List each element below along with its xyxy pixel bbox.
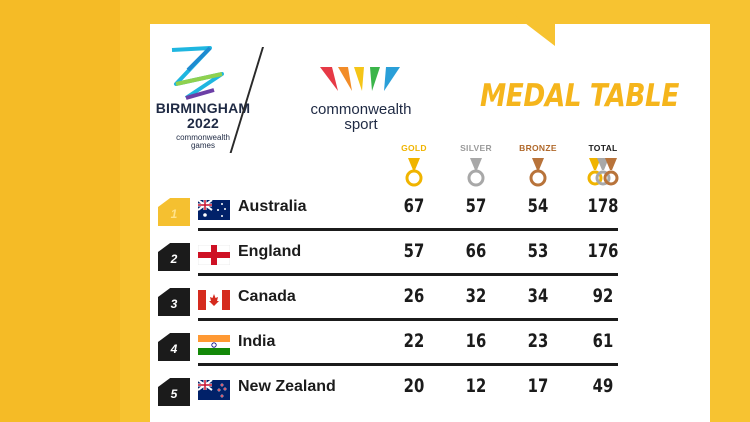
- country-name: Canada: [238, 288, 296, 305]
- table-row: 2 England 57 66 53 176: [158, 237, 618, 281]
- row-divider: [198, 363, 618, 366]
- silver-count: 12: [465, 375, 487, 397]
- rank-badge: 2: [158, 243, 190, 271]
- column-header-silver: SILVER: [460, 143, 492, 153]
- birmingham-logo-sub2: games: [190, 141, 215, 150]
- birmingham-logo-line1: BIRMINGHAM: [155, 100, 251, 116]
- column-header-gold: GOLD: [401, 143, 427, 153]
- birmingham-logo-subtext: commonwealth games: [155, 134, 251, 150]
- country-name: New Zealand: [238, 378, 336, 395]
- birmingham-logo-line2: 2022: [187, 115, 219, 131]
- silver-count: 32: [465, 285, 487, 307]
- canada-flag-icon: [198, 290, 230, 310]
- total-count: 178: [587, 195, 619, 217]
- bronze-count: 54: [527, 195, 549, 217]
- gold-count: 22: [403, 330, 425, 352]
- rank-number: 1: [170, 207, 178, 221]
- rank-number: 5: [170, 387, 178, 401]
- medal-table-title: MEDAL TABLE: [480, 78, 679, 114]
- column-header-bronze: BRONZE: [519, 143, 557, 153]
- silver-medal-icon: [467, 158, 485, 187]
- table-row: 4 India 22 16 23 61: [158, 327, 618, 371]
- gold-medal-icon: [405, 158, 423, 187]
- commonwealth-logo-line2: sport: [344, 116, 378, 133]
- table-row: 5 New Zealand 20 12 17 49: [158, 372, 614, 416]
- india-flag-icon: [198, 335, 230, 355]
- gold-count: 57: [403, 240, 425, 262]
- rank-badge: 3: [158, 288, 190, 316]
- country-name: India: [238, 333, 276, 350]
- rank-number: 4: [170, 342, 178, 356]
- column-header-total: TOTAL: [588, 143, 618, 153]
- total-count: 49: [592, 375, 614, 397]
- gold-count: 67: [403, 195, 425, 217]
- australia-flag-icon: [198, 200, 230, 220]
- table-row: 3 Canada 26 32 34 92: [158, 282, 618, 326]
- row-divider: [198, 318, 618, 321]
- row-divider: [198, 228, 618, 231]
- rank-badge: 5: [158, 378, 190, 406]
- total-count: 92: [592, 285, 614, 307]
- silver-count: 57: [465, 195, 487, 217]
- rank-number: 2: [170, 252, 178, 266]
- rank-number: 3: [170, 297, 178, 311]
- country-name: England: [238, 243, 302, 260]
- background-left: [0, 0, 120, 422]
- england-flag-icon: [198, 245, 230, 265]
- commonwealth-logo-line1: commonwealth: [310, 101, 412, 118]
- bronze-count: 17: [527, 375, 549, 397]
- rank-badge: 4: [158, 333, 190, 361]
- gold-count: 20: [403, 375, 425, 397]
- rank-badge: 1: [158, 198, 190, 226]
- silver-count: 16: [465, 330, 487, 352]
- table-row: 1 Australia 67 57 54 178: [158, 192, 618, 236]
- new-zealand-flag-icon: [198, 380, 230, 400]
- birmingham-logo-text: BIRMINGHAM 2022: [155, 101, 251, 131]
- bronze-count: 53: [527, 240, 549, 262]
- commonwealth-sport-logo-icon: [320, 67, 400, 91]
- total-count: 61: [592, 330, 614, 352]
- silver-count: 66: [465, 240, 487, 262]
- commonwealth-sport-logo-text: commonwealth sport: [300, 102, 422, 132]
- country-name: Australia: [238, 198, 307, 215]
- medal-table-card: [150, 24, 710, 422]
- card-corner-notch: [495, 0, 555, 46]
- birmingham-2022-logo-icon: [171, 46, 224, 100]
- row-divider: [198, 273, 618, 276]
- bronze-count: 34: [527, 285, 549, 307]
- bronze-count: 23: [527, 330, 549, 352]
- gold-count: 26: [403, 285, 425, 307]
- birmingham-logo-sub1: commonwealth: [176, 133, 230, 142]
- bronze-medal-icon: [529, 158, 547, 187]
- total-count: 176: [587, 240, 619, 262]
- total-medals-icon: [587, 158, 619, 186]
